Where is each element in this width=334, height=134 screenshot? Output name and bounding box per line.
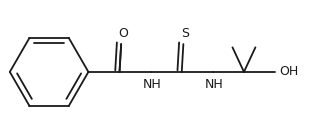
Text: OH: OH <box>279 65 298 78</box>
Text: NH: NH <box>143 78 162 91</box>
Text: NH: NH <box>205 78 224 91</box>
Text: S: S <box>181 27 189 40</box>
Text: O: O <box>118 27 128 40</box>
